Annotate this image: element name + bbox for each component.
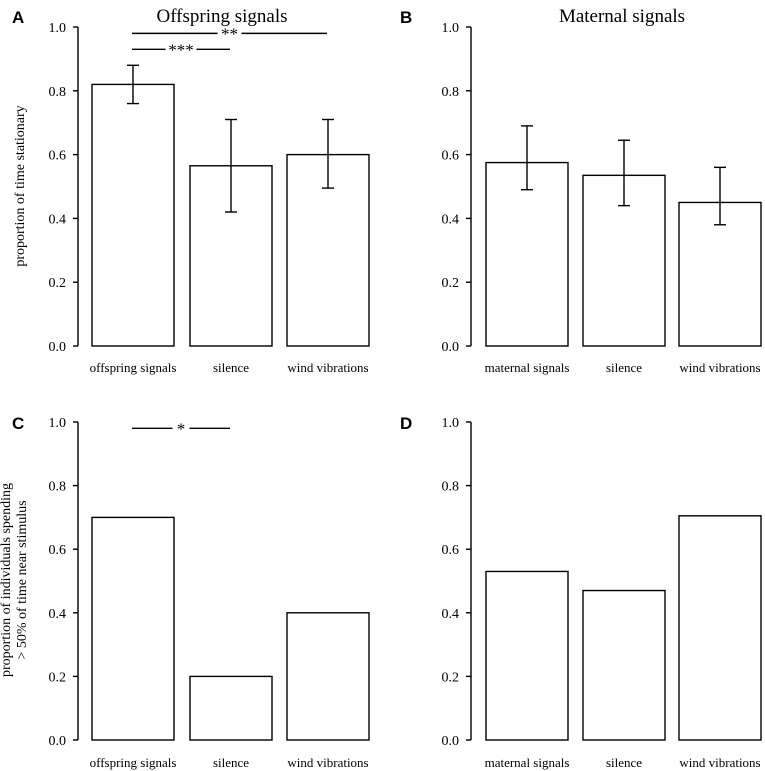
panel-c: C 0.0 0.2 0.4 0.6 0.8 1.0 proportion of individ… (0, 414, 370, 770)
x-category-label: silence (213, 360, 249, 375)
x-category-label: wind vibrations (287, 360, 368, 375)
panel-letter: B (400, 8, 412, 27)
y-axis-label: > 50% of time near stimulus (15, 500, 30, 659)
x-category-label: wind vibrations (287, 755, 368, 770)
y-tick-label: 0.8 (49, 85, 67, 100)
y-tick-label: 1.0 (442, 416, 460, 431)
y-axis-label: proportion of time stationary (13, 105, 28, 266)
panel-letter: C (12, 414, 24, 433)
panel-b: B Maternal signals 0.0 0.2 0.4 0.6 0.8 1.0 mater… (400, 6, 762, 375)
bar (286, 612, 370, 741)
chart-title: Maternal signals (559, 6, 685, 27)
y-tick-label: 0.2 (442, 276, 460, 291)
y-tick-label: 0.2 (442, 670, 460, 685)
bar (91, 516, 175, 741)
y-tick-label: 0.8 (442, 480, 460, 495)
y-tick-label: 0.0 (442, 340, 460, 355)
bar (678, 201, 762, 347)
y-tick-label: 0.4 (442, 212, 460, 227)
chart-title: Offspring signals (156, 6, 287, 27)
y-tick-label: 0.2 (49, 670, 67, 685)
x-category-label: maternal signals (485, 360, 570, 375)
y-tick-label: 1.0 (49, 21, 67, 36)
x-category-label: offspring signals (90, 755, 177, 770)
significance-label: *** (168, 40, 194, 59)
x-category-label: offspring signals (90, 360, 177, 375)
bar (582, 589, 666, 741)
panel-d: D 0.0 0.2 0.4 0.6 0.8 1.0 maternal signals silen… (400, 414, 762, 770)
y-tick-label: 0.8 (442, 85, 460, 100)
y-tick-label: 0.6 (442, 149, 460, 164)
x-category-label: wind vibrations (679, 360, 760, 375)
x-category-label: silence (606, 360, 642, 375)
x-category-label: wind vibrations (679, 755, 760, 770)
bar (189, 675, 273, 741)
y-tick-label: 0.0 (49, 734, 67, 749)
y-tick-label: 0.2 (49, 276, 67, 291)
significance-label: ** (221, 24, 238, 43)
bar (485, 161, 569, 347)
y-tick-label: 0.0 (442, 734, 460, 749)
panel-a: A Offspring signals 0.0 0.2 0.4 0.6 0.8 1.0 prop… (12, 6, 370, 375)
y-tick-label: 0.0 (49, 340, 67, 355)
x-category-label: silence (606, 755, 642, 770)
panel-letter: A (12, 8, 24, 27)
y-tick-label: 0.6 (49, 543, 67, 558)
bar (485, 570, 569, 741)
y-tick-label: 1.0 (442, 21, 460, 36)
y-tick-label: 0.6 (442, 543, 460, 558)
y-axis-label: proportion of individuals spending (0, 483, 14, 677)
panel-letter: D (400, 414, 412, 433)
y-tick-label: 0.4 (442, 607, 460, 622)
significance-label: * (177, 419, 186, 438)
y-tick-label: 0.4 (49, 212, 67, 227)
y-tick-label: 1.0 (49, 416, 67, 431)
x-category-label: silence (213, 755, 249, 770)
bar (91, 83, 175, 347)
x-category-label: maternal signals (485, 755, 570, 770)
y-tick-label: 0.8 (49, 480, 67, 495)
y-tick-label: 0.6 (49, 149, 67, 164)
y-tick-label: 0.4 (49, 607, 67, 622)
bar (678, 515, 762, 741)
